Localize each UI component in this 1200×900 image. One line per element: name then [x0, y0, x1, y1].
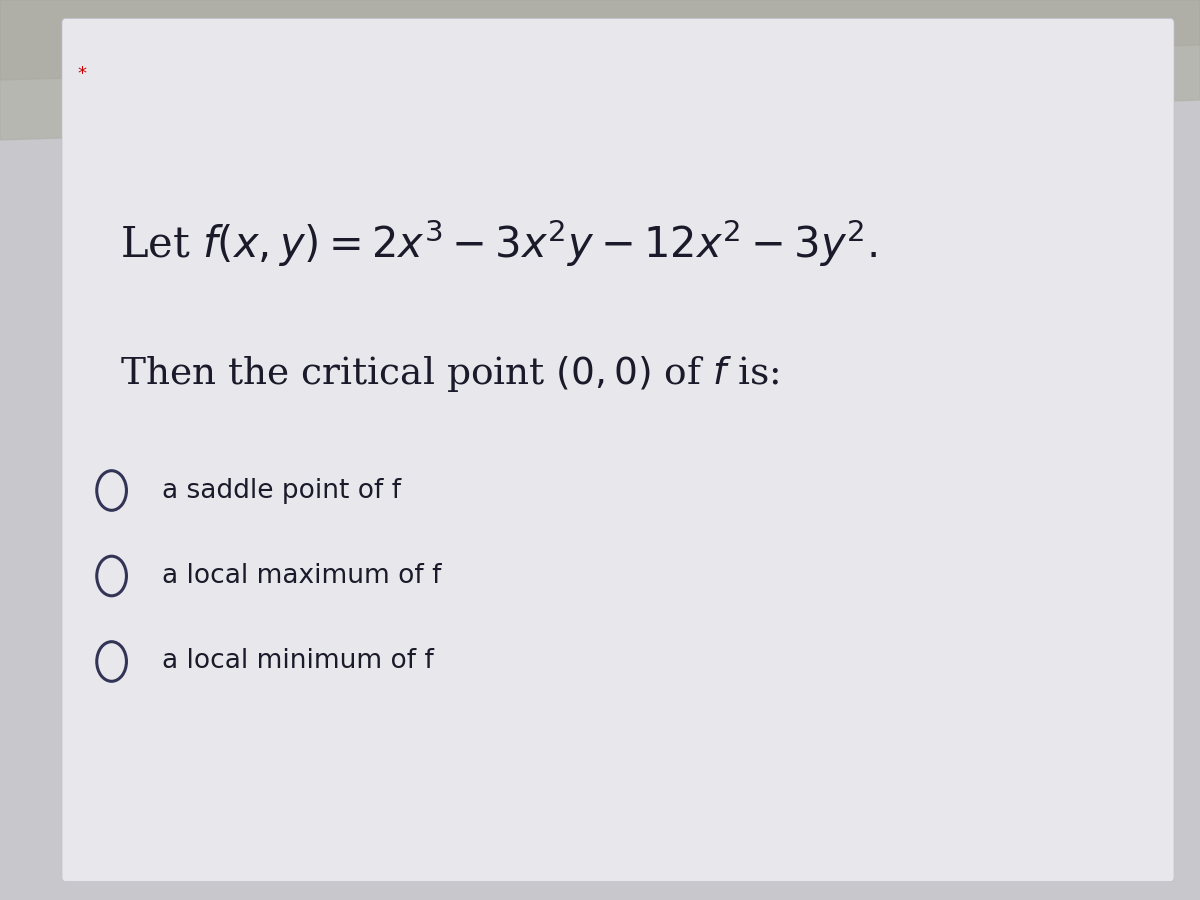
Polygon shape [0, 0, 1200, 80]
Text: a local maximum of f: a local maximum of f [162, 563, 442, 589]
Polygon shape [0, 0, 1200, 140]
Text: Let $f(x, y) = 2x^3 - 3x^2y - 12x^2 - 3y^2.$: Let $f(x, y) = 2x^3 - 3x^2y - 12x^2 - 3y… [120, 217, 877, 269]
Text: *: * [77, 65, 86, 83]
FancyBboxPatch shape [62, 19, 1174, 881]
Text: Then the critical point $(0,0)$ of $f$ is:: Then the critical point $(0,0)$ of $f$ i… [120, 354, 779, 393]
Text: a saddle point of f: a saddle point of f [162, 478, 401, 503]
Text: a local minimum of f: a local minimum of f [162, 649, 434, 674]
